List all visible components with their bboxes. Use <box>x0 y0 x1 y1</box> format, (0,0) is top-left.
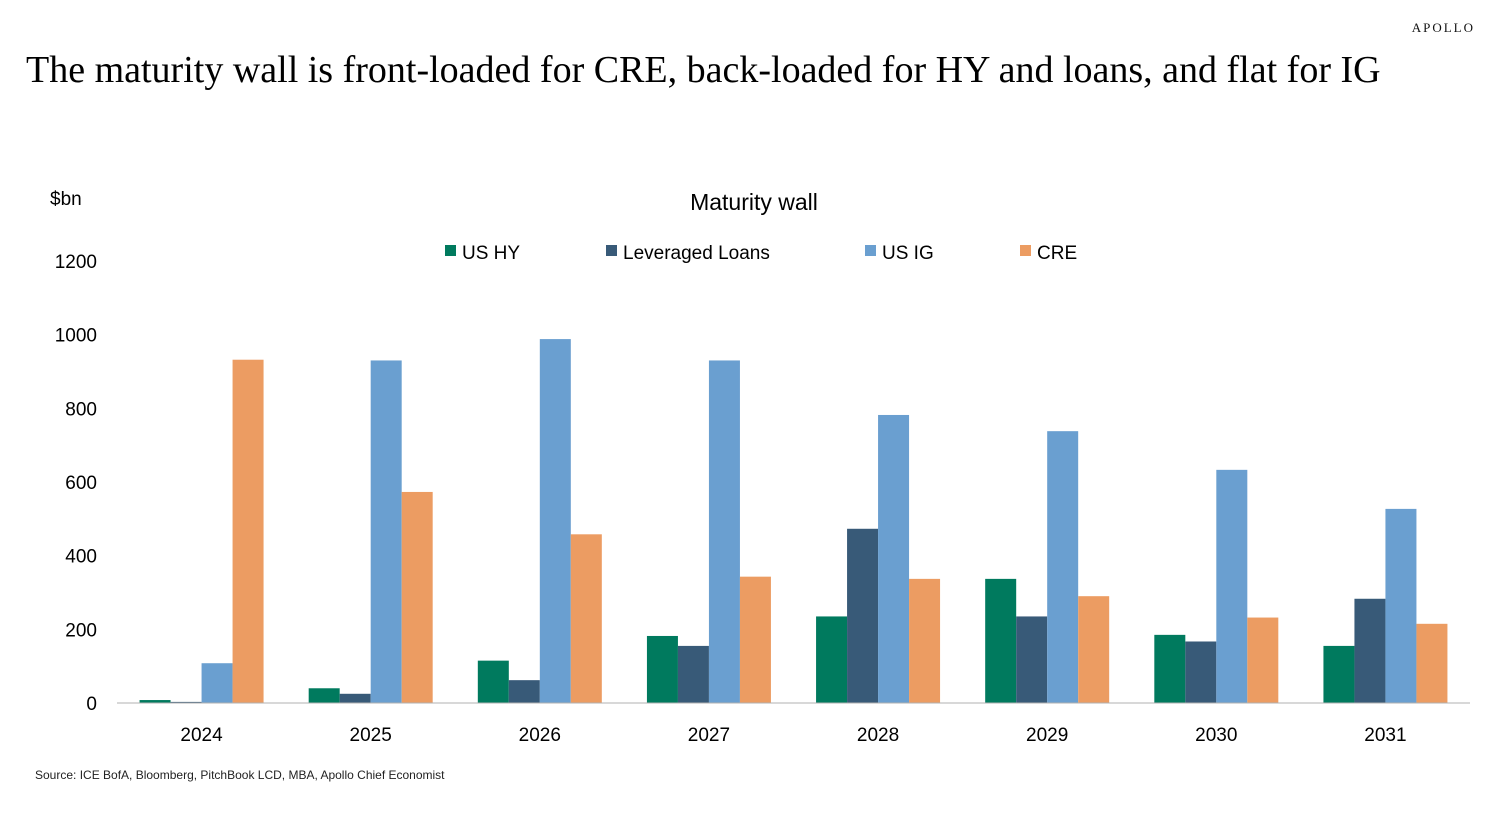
bar-us-ig-2029 <box>1047 431 1079 703</box>
bar-group-2025 <box>308 360 433 703</box>
bar-cre-2030 <box>1247 617 1279 703</box>
legend-swatch <box>606 245 617 256</box>
chart-title: Maturity wall <box>690 189 818 215</box>
bar-leveraged-loans-2026 <box>508 680 540 703</box>
bar-us-ig-2030 <box>1216 469 1248 703</box>
bar-leveraged-loans-2031 <box>1354 598 1386 703</box>
bar-group-2030 <box>1154 469 1279 703</box>
y-tick-label: 800 <box>65 399 97 420</box>
bar-cre-2026 <box>570 534 602 703</box>
y-tick-label: 1200 <box>55 252 97 273</box>
bar-us-ig-2031 <box>1385 508 1417 703</box>
bar-leveraged-loans-2028 <box>847 528 879 703</box>
source-note: Source: ICE BofA, Bloomberg, PitchBook L… <box>35 768 445 782</box>
legend-item: Leveraged Loans <box>606 243 770 264</box>
bar-leveraged-loans-2024 <box>170 701 202 703</box>
bar-us-hy-2027 <box>646 635 678 703</box>
legend-item: US IG <box>865 243 934 264</box>
y-axis-unit-label: $bn <box>50 189 82 210</box>
bar-cre-2031 <box>1416 623 1448 703</box>
page-headline: The maturity wall is front-loaded for CR… <box>26 49 1381 91</box>
bar-group-2028 <box>816 414 941 703</box>
x-tick-label: 2024 <box>180 725 223 746</box>
bar-cre-2028 <box>909 578 941 703</box>
bar-us-ig-2026 <box>539 339 571 703</box>
x-axis-ticks: 2024 2025 2026 2027 2028 2029 2030 2031 <box>180 725 1406 746</box>
y-tick-label: 0 <box>86 694 97 715</box>
x-tick-label: 2031 <box>1364 725 1406 746</box>
legend-item: US HY <box>445 243 520 264</box>
bar-us-hy-2026 <box>477 660 509 703</box>
bar-leveraged-loans-2027 <box>677 645 709 703</box>
x-tick-label: 2029 <box>1026 725 1068 746</box>
bar-leveraged-loans-2030 <box>1185 641 1217 703</box>
legend-label: CRE <box>1037 243 1077 264</box>
legend-swatch <box>445 245 456 256</box>
legend-label: US HY <box>462 243 520 264</box>
x-tick-label: 2028 <box>857 725 899 746</box>
bar-leveraged-loans-2029 <box>1016 616 1048 703</box>
legend-label: Leveraged Loans <box>623 243 770 264</box>
x-tick-label: 2030 <box>1195 725 1237 746</box>
legend-swatch <box>1020 245 1031 256</box>
bar-us-ig-2028 <box>878 414 910 703</box>
bar-cre-2027 <box>739 576 771 703</box>
bar-group-2029 <box>985 431 1110 703</box>
bar-leveraged-loans-2025 <box>339 693 371 703</box>
bar-us-hy-2031 <box>1323 645 1355 703</box>
bar-us-hy-2028 <box>816 616 848 703</box>
bar-group-2027 <box>646 360 771 703</box>
bar-us-hy-2029 <box>985 578 1017 703</box>
apollo-logo: APOLLO <box>1411 20 1475 35</box>
y-tick-label: 600 <box>65 473 97 494</box>
x-tick-label: 2026 <box>519 725 561 746</box>
y-tick-label: 1000 <box>55 326 97 347</box>
legend-item: CRE <box>1020 243 1077 264</box>
bar-us-ig-2025 <box>370 360 402 703</box>
bar-cre-2029 <box>1078 596 1110 703</box>
bar-us-hy-2025 <box>308 688 340 703</box>
bar-cre-2024 <box>232 359 264 703</box>
bar-us-ig-2024 <box>201 663 233 703</box>
y-tick-label: 400 <box>65 547 97 568</box>
x-tick-label: 2025 <box>350 725 392 746</box>
bar-groups <box>139 339 1448 703</box>
y-tick-label: 200 <box>65 620 97 641</box>
bar-us-hy-2030 <box>1154 634 1186 703</box>
legend-label: US IG <box>882 243 934 264</box>
y-axis-ticks: 0 200 400 600 800 1000 1200 <box>55 252 97 715</box>
bar-us-hy-2024 <box>139 700 171 703</box>
bar-group-2026 <box>477 339 602 703</box>
bar-group-2024 <box>139 359 264 703</box>
chart-legend: US HY Leveraged Loans US IG CRE <box>445 243 1077 264</box>
legend-swatch <box>865 245 876 256</box>
bar-us-ig-2027 <box>708 360 740 703</box>
bar-cre-2025 <box>401 491 433 703</box>
x-tick-label: 2027 <box>688 725 730 746</box>
bar-group-2031 <box>1323 508 1448 703</box>
